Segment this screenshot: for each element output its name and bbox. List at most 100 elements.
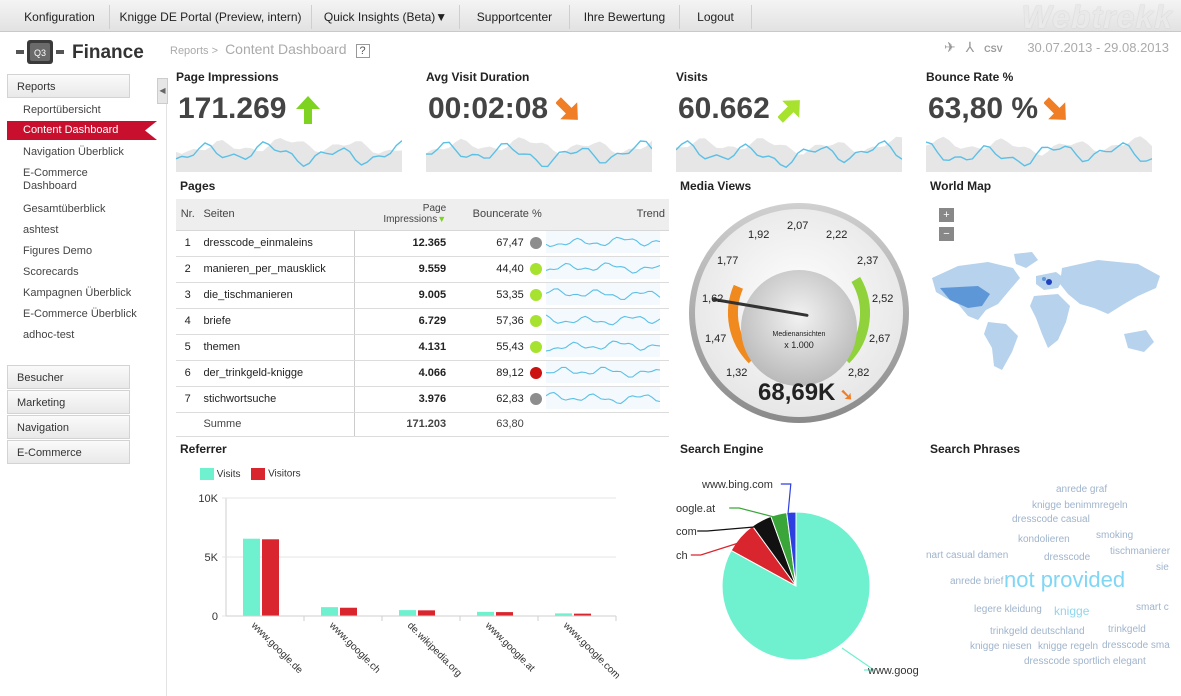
search-phrase-tag[interactable]: dresscode sportlich elegant [1024,656,1146,667]
sidebar-item-ecommerce-ueberblick[interactable]: E-Commerce Überblick [23,308,137,320]
nav-ihre-bewertung[interactable]: Ihre Bewertung [570,5,680,29]
map-zoom-out-button[interactable]: − [939,227,954,241]
search-phrase-tag[interactable]: knigge benimmregeln [1032,500,1128,511]
print-icon[interactable]: ✈ [944,39,956,55]
table-row[interactable]: 6 der_trinkgeld-knigge 4.066 89,12 [176,360,669,387]
search-phrase-tag[interactable]: dresscode smai [1102,640,1170,651]
map-uk[interactable] [1042,277,1046,281]
map-greenland[interactable] [1014,252,1038,268]
kpi-page-impressions[interactable]: Page Impressions 171.269 [176,70,402,175]
table-row[interactable]: 7 stichwortsuche 3.976 62,83 [176,386,669,413]
map-australia[interactable] [1124,330,1154,352]
row-page[interactable]: dresscode_einmaleins [199,230,355,257]
sidebar-item-gesamtueberblick[interactable]: Gesamtüberblick [23,203,106,215]
sidebar-item-adhoc-test[interactable]: adhoc-test [23,329,75,341]
sidebar-item-scorecards[interactable]: Scorecards [23,266,79,278]
map-south-america[interactable] [984,322,1018,370]
search-phrase-tag[interactable]: nart casual damen [926,550,1009,561]
world-map[interactable] [928,248,1168,376]
sidebar-section-navigation[interactable]: Navigation [7,415,130,439]
nav-supportcenter[interactable]: Supportcenter [460,5,570,29]
kpi-visits[interactable]: Visits 60.662 [676,70,902,175]
search-phrase-tag[interactable]: smoking [1096,530,1134,541]
referrer-bar-chart[interactable]: 0 5K 10K www.google.de www.google.ch de.wikip… [176,488,646,694]
sidebar-item-content-dashboard[interactable]: Content Dashboard [7,121,157,140]
row-page[interactable]: briefe [199,308,355,335]
row-page[interactable]: themen [199,334,355,361]
bar-visitors[interactable] [340,607,357,616]
sidebar-item-ashtest[interactable]: ashtest [23,224,59,236]
bar-visits[interactable] [243,538,260,616]
nav-knigge-portal[interactable]: Knigge DE Portal (Preview, intern) [110,5,312,29]
bar-visits[interactable] [477,611,494,616]
sidebar-reports-header[interactable]: Reports [7,74,130,98]
help-button[interactable]: ? [355,44,370,59]
row-page[interactable]: die_tischmanieren [199,282,355,309]
row-page[interactable]: stichwortsuche [199,386,355,413]
sidebar-item-kampagnen-ueberblick[interactable]: Kampagnen Überblick [23,287,132,299]
table-row[interactable]: 1 dresscode_einmaleins 12.365 67,47 [176,230,669,257]
search-phrase-tag[interactable]: not provided [1004,567,1126,592]
pdf-icon[interactable]: ⅄ [965,39,975,55]
row-page[interactable]: der_trinkgeld-knigge [199,360,355,387]
date-range[interactable]: 30.07.2013 - 29.08.2013 [1027,40,1169,55]
sidebar-section-marketing[interactable]: Marketing [7,390,130,414]
search-phrase-tag[interactable]: kondolieren [1018,534,1070,545]
csv-export-icon[interactable]: CSV [984,44,1003,54]
bar-visitors[interactable] [574,613,591,616]
col-nr[interactable]: Nr. [176,199,200,231]
search-phrase-tag[interactable]: anrede graf [1056,484,1108,495]
map-africa[interactable] [1030,294,1070,348]
table-row[interactable]: 2 manieren_per_mausklick 9.559 44,40 [176,256,669,283]
bar-visitors[interactable] [418,610,435,616]
table-row[interactable]: 4 briefe 6.729 57,36 [176,308,669,335]
sidebar-collapse-button[interactable]: ◀ [157,78,168,104]
col-seiten[interactable]: Seiten [199,199,355,231]
search-phrase-tag[interactable]: knigge niesen [970,641,1032,652]
search-phrase-tag[interactable]: anrede brief [950,576,1004,587]
map-usa[interactable] [940,286,990,308]
sidebar-item-reportuebersicht[interactable]: Reportübersicht [23,104,101,116]
map-zoom-in-button[interactable]: + [939,208,954,222]
search-engine-pie-chart[interactable]: www.bing.com oogle.at com ch www.goog [676,470,920,692]
nav-quick-insights[interactable]: Quick Insights (Beta)▼ [312,5,460,29]
search-phrase-tag[interactable]: sie [1156,562,1169,573]
media-views-gauge[interactable]: Medienansichten x 1.000 [688,200,910,426]
pie-slice-www-bing-com[interactable] [786,511,797,587]
bar-visits[interactable] [321,607,338,616]
search-phrase-tag[interactable]: dresscode [1044,552,1091,563]
kpi-avg-visit-duration[interactable]: Avg Visit Duration 00:02:08 [426,70,652,175]
search-phrase-tag[interactable]: smart c [1136,602,1169,613]
search-phrase-tag[interactable]: legere kleidung [974,604,1042,615]
map-germany[interactable] [1046,279,1052,285]
row-bouncerate: 67,47 [450,230,546,257]
legend-label-visits[interactable]: Visits [216,468,241,480]
nav-logout[interactable]: Logout [680,5,752,29]
sidebar-item-navigation-ueberblick[interactable]: Navigation Überblick [23,146,124,158]
table-row[interactable]: 3 die_tischmanieren 9.005 53,35 [176,282,669,309]
search-phrase-tag[interactable]: trinkgeld deutschland [990,626,1085,637]
breadcrumb-root[interactable]: Reports > [170,45,218,57]
nav-konfiguration[interactable]: Konfiguration [10,5,110,29]
sidebar-item-figures-demo[interactable]: Figures Demo [23,245,93,257]
search-phrase-tag[interactable]: trinkgeld [1108,624,1146,635]
table-row[interactable]: 5 themen 4.131 55,43 [176,334,669,361]
col-trend[interactable]: Trend [545,199,669,231]
bar-visitors[interactable] [262,539,279,616]
search-phrase-tag[interactable]: tischmanierer [1110,546,1170,557]
bar-visits[interactable] [555,613,572,616]
search-phrase-tag[interactable]: dresscode casual [1012,514,1090,525]
col-bouncerate[interactable]: Bouncerate % [450,199,546,231]
map-asia[interactable] [1060,260,1160,314]
col-page-impressions[interactable]: Page Impressions▼ [354,199,451,231]
sidebar-section-ecommerce[interactable]: E-Commerce [7,440,130,464]
bar-visits[interactable] [399,610,416,616]
search-phrase-tag[interactable]: knigge regeln [1038,641,1099,652]
kpi-bounce-rate[interactable]: Bounce Rate % 63,80 % [926,70,1152,175]
row-page[interactable]: manieren_per_mausklick [199,256,355,283]
bar-visitors[interactable] [496,612,513,616]
search-phrase-tag[interactable]: knigge [1054,604,1090,618]
sidebar-section-besucher[interactable]: Besucher [7,365,130,389]
sidebar-item-ecommerce-dashboard[interactable]: E-Commerce Dashboard [23,167,88,192]
legend-label-visitors[interactable]: Visitors [268,468,301,480]
